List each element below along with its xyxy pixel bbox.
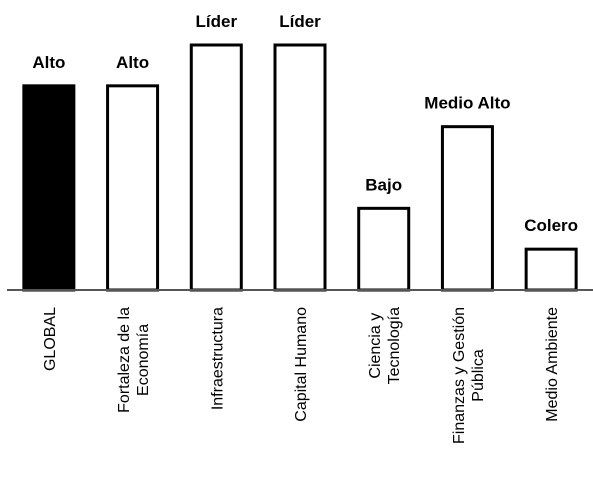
x-tick-label: Tecnología <box>386 307 403 384</box>
x-tick-label: Capital Humano <box>293 307 310 422</box>
bar <box>357 206 411 292</box>
x-tick-label: Ciencia y <box>367 313 384 379</box>
x-tick-label: Pública <box>470 349 487 402</box>
value-label: Alto <box>32 53 65 72</box>
value-label: Líder <box>196 12 238 31</box>
value-label: Bajo <box>365 175 402 194</box>
x-tick-label: Finanzas y Gestión <box>451 307 468 444</box>
bar <box>273 43 327 292</box>
bar <box>189 43 243 292</box>
bar <box>440 125 494 292</box>
x-tick-label: Medio Ambiente <box>544 307 561 422</box>
bar <box>106 84 160 292</box>
bar <box>524 247 578 292</box>
value-label: Líder <box>279 12 321 31</box>
x-tick-label: Infraestructura <box>209 307 226 410</box>
x-tick-label: Fortaleza de la <box>116 307 133 413</box>
value-label: Colero <box>524 216 578 235</box>
value-label: Medio Alto <box>424 94 510 113</box>
x-tick-label: GLOBAL <box>42 307 59 371</box>
x-tick-label: Economía <box>135 324 152 396</box>
bar <box>22 84 76 292</box>
value-label: Alto <box>116 53 149 72</box>
